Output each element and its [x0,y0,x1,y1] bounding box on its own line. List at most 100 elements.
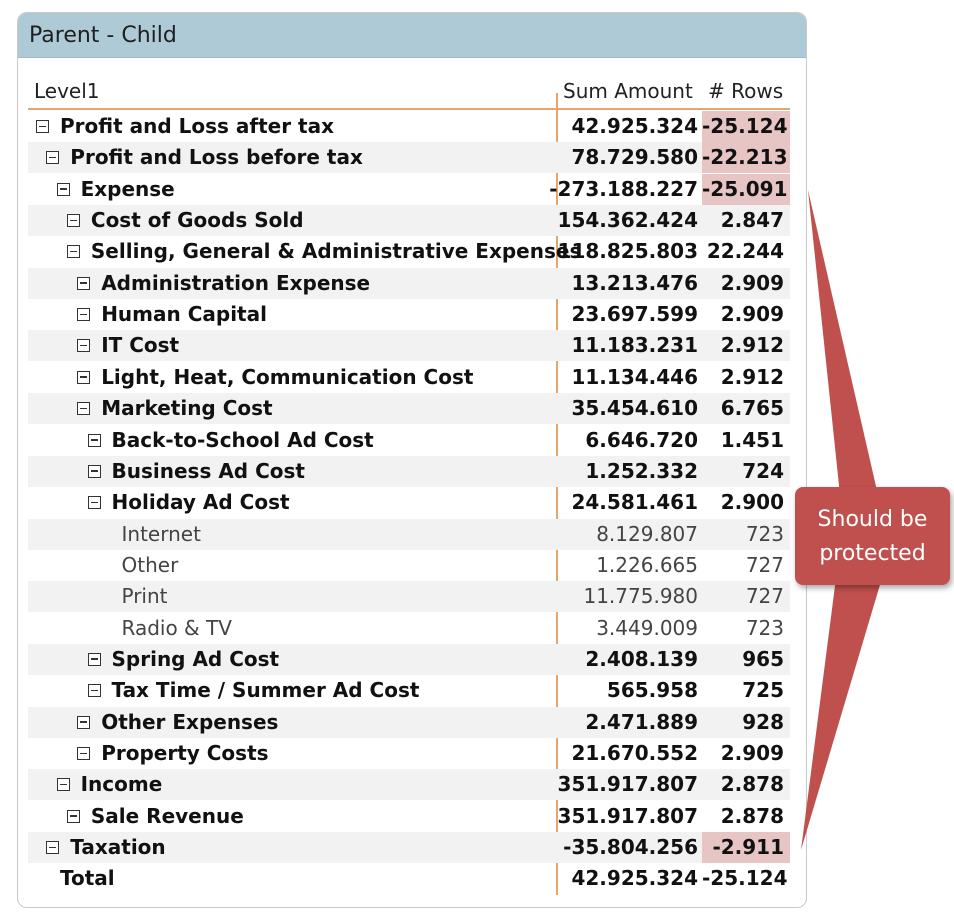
sum-amount-cell: 42.925.324 [571,114,698,138]
collapse-toggle-icon[interactable] [56,182,70,196]
table-row[interactable]: Sale Revenue 351.917.807 2.878 [28,801,790,832]
row-label: Business Ad Cost [111,458,305,483]
collapse-toggle-icon[interactable] [66,214,80,228]
rows-count-cell: 6.765 [720,396,784,421]
row-label: Holiday Ad Cost [111,490,290,515]
collapse-toggle-icon[interactable] [77,747,91,760]
rows-count-cell: 2.912 [720,333,784,358]
sum-amount-cell: 6.646.720 [585,427,698,452]
collapse-toggle-icon[interactable] [77,339,91,353]
sum-amount-cell: 13.213.476 [571,270,698,295]
collapse-toggle-icon[interactable] [46,151,60,165]
collapse-toggle-icon[interactable] [36,120,49,133]
row-label: Income [80,772,163,797]
table-row[interactable]: Expense -273.188.227 -25.091 [28,173,790,205]
row-label: Other Expenses [101,709,279,734]
sum-amount-cell: 78.729.580 [571,145,698,170]
callout-should-be-protected: Should be protected [795,487,950,585]
rows-count-cell: 1.451 [720,427,784,452]
table-row[interactable]: Marketing Cost 35.454.610 6.765 [28,393,790,425]
total-row[interactable]: Total 42.925.324 -25.124 [28,863,790,894]
rows-count-cell: 2.909 [720,741,784,765]
rows-count-cell-highlighted: -2.911 [702,832,790,864]
table-row[interactable]: Cost of Goods Sold 154.362.424 2.847 [28,205,790,237]
table-row[interactable]: Profit and Loss after tax 42.925.324 -25.1… [28,111,790,142]
collapse-toggle-icon[interactable] [77,370,91,384]
rows-count-cell: 2.900 [720,490,784,515]
collapse-toggle-icon[interactable] [87,496,101,510]
header-divider [28,108,790,110]
collapse-toggle-icon[interactable] [66,809,80,823]
table-row[interactable]: Print 11.775.980 727 [28,581,790,613]
column-header-level1[interactable]: Level1 [34,79,100,103]
sum-amount-cell: 351.917.807 [557,772,698,797]
table-row[interactable]: Income 351.917.807 2.878 [28,769,790,801]
collapse-toggle-icon[interactable] [87,652,101,666]
callout-text-line1: Should be [817,507,928,532]
row-label: Taxation [70,835,166,860]
row-label: Light, Heat, Communication Cost [101,364,474,389]
sum-amount-cell: -273.188.227 [549,176,698,201]
sum-amount-cell: 565.958 [606,678,698,703]
row-label: Spring Ad Cost [111,646,280,671]
table-row[interactable]: Other 1.226.665 727 [28,550,790,581]
row-label: Expense [80,176,175,201]
table-row[interactable]: Light, Heat, Communication Cost 11.134.44… [28,362,790,393]
column-header-sum-amount[interactable]: Sum Amount [563,79,693,103]
row-label: IT Cost [101,333,180,358]
rows-count-cell-highlighted: -25.124 [702,111,790,142]
row-label: Radio & TV [121,615,232,640]
collapse-toggle-icon[interactable] [56,778,70,792]
rows-count-cell: 22.244 [706,239,784,264]
rows-count-cell: 723 [745,521,784,546]
table-row[interactable]: Back-to-School Ad Cost 6.646.720 1.451 [28,425,790,456]
matrix-visual: Parent - Child Level1 Sum Amount # Rows … [17,12,807,908]
table-row[interactable]: Holiday Ad Cost 24.581.461 2.900 [28,487,790,518]
callout-text-line2: protected [819,541,926,566]
sum-amount-cell: 21.670.552 [571,741,698,765]
table-row[interactable]: IT Cost 11.183.231 2.912 [28,330,790,362]
row-label: Print [121,584,168,609]
table-row[interactable]: Selling, General & Administrative Expens… [28,236,790,267]
row-label: Sale Revenue [90,803,244,828]
collapse-toggle-icon[interactable] [77,308,91,322]
table-row[interactable]: Profit and Loss before tax 78.729.580 -22.… [28,142,790,174]
sum-amount-cell: 1.226.665 [596,552,698,577]
collapse-toggle-icon[interactable] [46,841,60,855]
table-row[interactable]: Business Ad Cost 1.252.332 724 [28,455,790,487]
sum-amount-cell: 24.581.461 [571,490,698,515]
collapse-toggle-icon[interactable] [87,684,101,698]
table-row[interactable]: Human Capital 23.697.599 2.909 [28,299,790,330]
collapse-toggle-icon[interactable] [77,715,91,729]
sum-amount-cell: 118.825.803 [557,239,698,264]
rows-count-cell-highlighted: -25.091 [702,173,790,205]
rows-count-cell: -25.124 [702,866,788,891]
row-label: Administration Expense [101,270,371,295]
collapse-toggle-icon[interactable] [77,402,91,416]
table-row[interactable]: Property Costs 21.670.552 2.909 [28,738,790,769]
column-divider [556,93,558,895]
rows-count-cell: 2.878 [720,803,784,828]
collapse-toggle-icon[interactable] [87,464,101,478]
sum-amount-cell: 11.775.980 [583,584,698,609]
row-label: Property Costs [101,741,269,765]
table-row[interactable]: Administration Expense 13.213.476 2.909 [28,267,790,299]
rows-count-cell: 2.912 [720,364,784,389]
table-row[interactable]: Taxation -35.804.256 -2.911 [28,832,790,864]
collapse-toggle-icon[interactable] [87,433,101,447]
table-row[interactable]: Radio & TV 3.449.009 723 [28,613,790,644]
table-row[interactable]: Tax Time / Summer Ad Cost 565.958 725 [28,675,790,706]
sum-amount-cell: 35.454.610 [571,396,698,421]
rows-count-cell: 2.878 [720,772,784,797]
table-row[interactable]: Spring Ad Cost 2.408.139 965 [28,643,790,675]
sum-amount-cell: 3.449.009 [596,615,698,640]
sum-amount-cell: 2.408.139 [585,646,698,671]
sum-amount-cell: 11.134.446 [571,364,698,389]
rows-count-cell: 965 [742,646,784,671]
row-label: Profit and Loss before tax [70,145,363,170]
collapse-toggle-icon[interactable] [77,276,91,290]
collapse-toggle-icon[interactable] [66,245,80,259]
table-row[interactable]: Other Expenses 2.471.889 928 [28,706,790,738]
table-row[interactable]: Internet 8.129.807 723 [28,518,790,550]
column-header-rows[interactable]: # Rows [708,79,784,103]
